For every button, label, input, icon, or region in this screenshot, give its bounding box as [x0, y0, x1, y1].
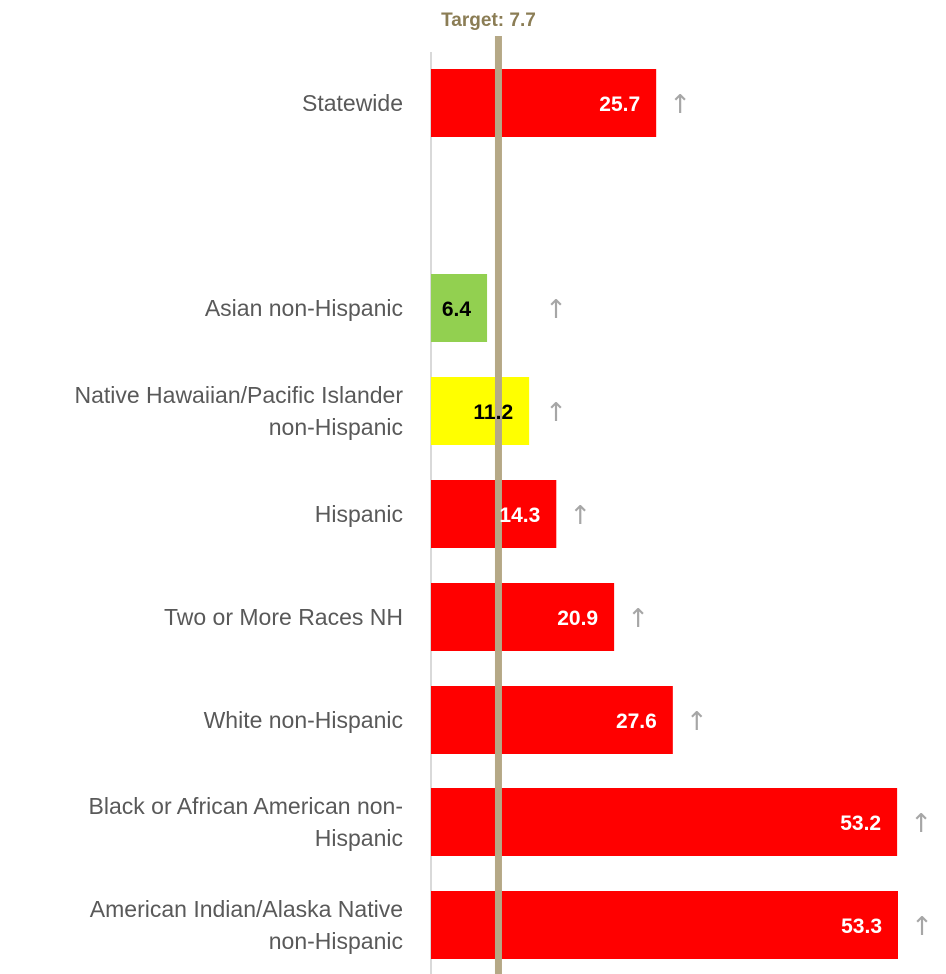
bar — [431, 377, 530, 445]
bar — [431, 274, 488, 342]
category-label: Asian non-Hispanic — [205, 295, 403, 321]
trend-arrow-icon: ↑ — [910, 809, 932, 839]
trend-arrow-icon: ↑ — [669, 90, 691, 120]
trend-arrow-icon: ↑ — [569, 501, 591, 531]
bar — [431, 583, 615, 651]
trend-arrow-icon: ↑ — [627, 604, 649, 634]
bar — [431, 891, 898, 959]
value-label: 6.4 — [442, 298, 472, 321]
trend-arrow-icon: ↑ — [686, 707, 708, 737]
value-label: 53.2 — [840, 812, 881, 835]
value-label: 20.9 — [557, 607, 598, 630]
value-label: 11.2 — [473, 401, 513, 424]
category-label: Native Hawaiian/Pacific Islander non-Hisp… — [74, 382, 403, 440]
bar — [431, 686, 673, 754]
value-label: 25.7 — [599, 93, 640, 116]
trend-arrow-icon: ↑ — [545, 295, 567, 325]
value-label: 27.6 — [616, 710, 657, 733]
trend-arrow-icon: ↑ — [911, 912, 933, 942]
category-label: White non-Hispanic — [204, 707, 403, 733]
bar — [431, 69, 657, 137]
category-label: Black or African American non-Hispanic — [89, 793, 403, 851]
value-label: 14.3 — [499, 504, 540, 527]
bar — [431, 480, 557, 548]
target-label: Target: 7.7 — [441, 10, 536, 31]
category-label: Statewide — [302, 90, 403, 116]
bar — [431, 788, 898, 856]
trend-arrow-icon: ↑ — [545, 398, 567, 428]
value-label: 53.3 — [841, 915, 882, 938]
category-label: Two or More Races NH — [164, 604, 403, 630]
category-label: American Indian/Alaska Native non-Hispani… — [90, 896, 403, 954]
category-label: Hispanic — [315, 501, 403, 527]
